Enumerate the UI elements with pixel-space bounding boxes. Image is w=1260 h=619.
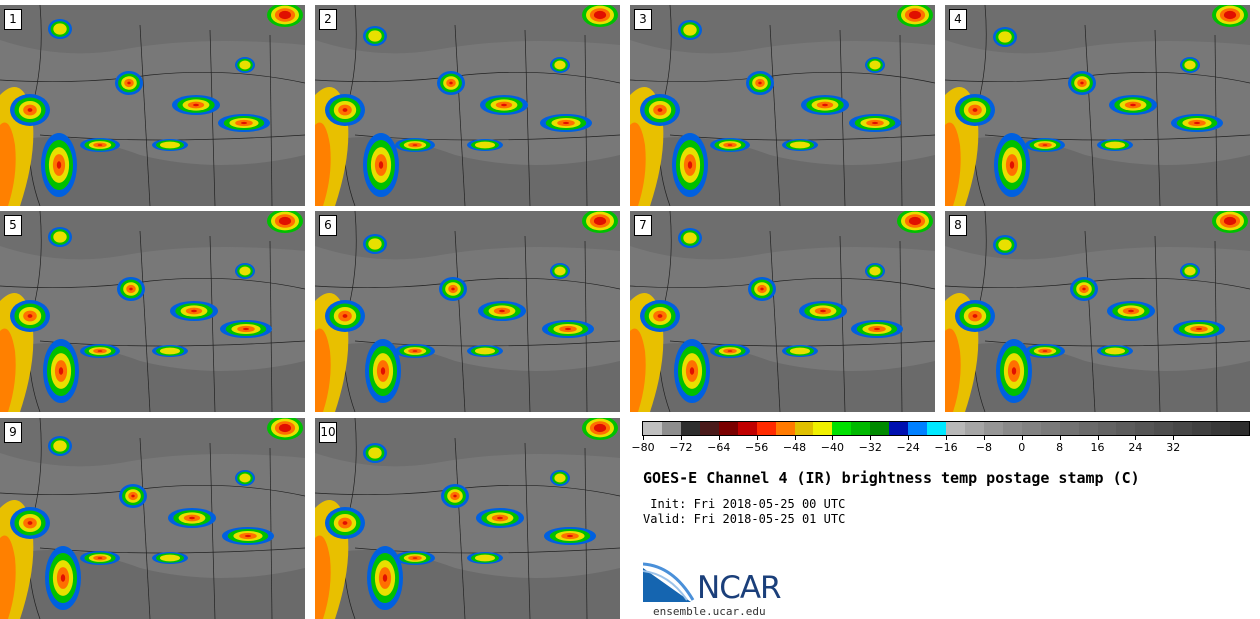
colorbar-segment xyxy=(775,422,795,435)
colorbar-tick-mark xyxy=(870,436,872,440)
colorbar-segment xyxy=(699,422,719,435)
panel-number-label: 5 xyxy=(4,215,22,236)
colorbar-tick-mark xyxy=(680,436,682,440)
colorbar-tick-mark xyxy=(1173,436,1175,440)
colorbar-segment xyxy=(1192,422,1212,435)
colorbar-segment xyxy=(756,422,776,435)
panel-number-label: 3 xyxy=(634,9,652,30)
postage-stamp-panel: 8 xyxy=(945,211,1250,412)
colorbar-tick-mark xyxy=(946,436,947,440)
colorbar-segment xyxy=(1002,422,1022,435)
colorbar-tick-mark xyxy=(1097,436,1099,440)
postage-stamp-panel: 10 xyxy=(315,418,620,619)
colorbar-segment xyxy=(1230,422,1249,435)
colorbar-tick-label: −32 xyxy=(858,441,882,454)
colorbar-tick-mark xyxy=(1059,436,1061,440)
colorbar-tick-mark xyxy=(718,436,720,440)
colorbar-segment xyxy=(1040,422,1060,435)
colorbar-tick-label: 24 xyxy=(1128,441,1143,454)
page-title: GOES-E Channel 4 (IR) brightness temp po… xyxy=(643,469,1140,487)
panel-number-label: 8 xyxy=(949,215,967,236)
panel-number-label: 10 xyxy=(319,422,337,443)
postage-stamp-panel: 2 xyxy=(315,5,620,206)
panel-number-label: 1 xyxy=(4,9,22,30)
colorbar-segment xyxy=(1211,422,1231,435)
colorbar xyxy=(642,421,1250,436)
colorbar-tick-label: −72 xyxy=(669,441,693,454)
colorbar-segment xyxy=(1021,422,1041,435)
colorbar-tick-label: −40 xyxy=(820,441,844,454)
colorbar-segment xyxy=(1059,422,1079,435)
init-time: Init: Fri 2018-05-25 00 UTC xyxy=(643,497,846,511)
colorbar-segment xyxy=(1097,422,1117,435)
colorbar-segment xyxy=(1078,422,1098,435)
colorbar-segment xyxy=(964,422,984,435)
colorbar-tick-mark xyxy=(1021,436,1023,440)
colorbar-tick-label: −80 xyxy=(631,441,655,454)
colorbar-segment xyxy=(1116,422,1136,435)
panel-number-label: 4 xyxy=(949,9,967,30)
colorbar-segment xyxy=(680,422,700,435)
colorbar-tick-mark xyxy=(1135,436,1137,440)
postage-stamp-panel: 3 xyxy=(630,5,935,206)
colorbar-segment xyxy=(870,422,890,435)
colorbar-segment xyxy=(983,422,1003,435)
colorbar-tick-mark xyxy=(643,436,644,440)
valid-time: Valid: Fri 2018-05-25 01 UTC xyxy=(643,512,846,526)
postage-stamp-panel: 4 xyxy=(945,5,1250,206)
colorbar-tick-label: −48 xyxy=(782,441,807,454)
colorbar-segment xyxy=(813,422,833,435)
site-url: ensemble.ucar.edu xyxy=(653,605,766,618)
colorbar-segment xyxy=(1154,422,1174,435)
colorbar-segment xyxy=(908,422,928,435)
colorbar-ticks: −80 −72 −64 −56 −48 −40 −32 −24 −16 −8 0 8 16 24 32 xyxy=(631,436,1250,456)
colorbar-tick-mark xyxy=(756,436,758,440)
colorbar-tick-label: 0 xyxy=(1018,441,1026,454)
colorbar-segment xyxy=(832,422,852,435)
colorbar-tick-label: 16 xyxy=(1090,441,1105,454)
colorbar-tick-label: 8 xyxy=(1056,441,1064,454)
colorbar-tick-label: −64 xyxy=(707,441,731,454)
postage-stamp-panel: 7 xyxy=(630,211,935,412)
colorbar-segment xyxy=(927,422,946,435)
colorbar-tick-label: −16 xyxy=(934,441,958,454)
ncar-logo-icon xyxy=(643,562,695,602)
colorbar-segment xyxy=(737,422,757,435)
panel-number-label: 9 xyxy=(4,422,22,443)
colorbar-segment xyxy=(643,422,662,435)
colorbar-tick-label: −56 xyxy=(745,441,769,454)
postage-stamp-panel: 6 xyxy=(315,211,620,412)
colorbar-segment xyxy=(794,422,814,435)
colorbar-tick-mark xyxy=(794,436,796,440)
colorbar-tick-mark xyxy=(832,436,834,440)
colorbar-tick-label: −8 xyxy=(975,441,992,454)
postage-stamp-panel: 1 xyxy=(0,5,305,206)
colorbar-tick-label: 32 xyxy=(1166,441,1181,454)
colorbar-tick-label: −24 xyxy=(896,441,920,454)
colorbar-tick-mark xyxy=(983,436,985,440)
panel-number-label: 6 xyxy=(319,215,337,236)
panel-number-label: 7 xyxy=(634,215,652,236)
postage-stamp-panel: 9 xyxy=(0,418,305,619)
panel-number-label: 2 xyxy=(319,9,337,30)
colorbar-segment xyxy=(718,422,738,435)
colorbar-segment xyxy=(946,422,965,435)
postage-stamp-panel: 5 xyxy=(0,211,305,412)
colorbar-tick-mark xyxy=(908,436,910,440)
colorbar-segment xyxy=(1173,422,1193,435)
colorbar-segment xyxy=(851,422,871,435)
colorbar-segment xyxy=(1135,422,1155,435)
logo-text: NCAR xyxy=(697,570,782,606)
colorbar-segment xyxy=(889,422,909,435)
colorbar-segment xyxy=(661,422,681,435)
